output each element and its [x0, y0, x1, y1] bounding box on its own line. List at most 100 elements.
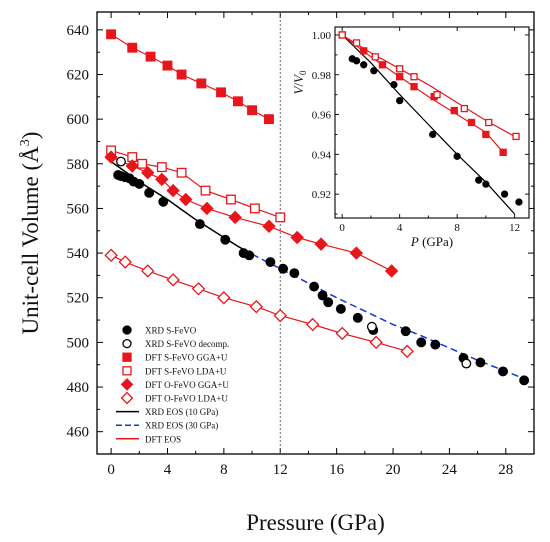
- data-point: [309, 281, 320, 292]
- data-point: [278, 263, 289, 274]
- legend-symbol: [122, 338, 132, 349]
- data-point: [196, 78, 207, 89]
- inset-data-point: [352, 57, 361, 65]
- inset-data-point: [485, 118, 493, 127]
- inset-data-point: [500, 190, 509, 198]
- legend-label: DFT EOS: [145, 434, 181, 444]
- data-point: [323, 297, 334, 308]
- inset-data-point: [512, 132, 520, 141]
- main-plot: 0 4 8 12 16 20 24 28460480500520540560580600620…: [18, 11, 535, 535]
- data-point: [116, 156, 126, 167]
- inset-data-point: [453, 152, 461, 160]
- y-tick-label: 520: [67, 291, 90, 307]
- inset-y-tick-label: 0.94: [312, 149, 332, 161]
- inset-data-point: [390, 81, 398, 89]
- data-point: [349, 246, 364, 260]
- inset-data-point: [396, 65, 404, 73]
- plot-frame: [96, 11, 535, 455]
- data-point: [106, 29, 117, 40]
- data-point: [179, 192, 193, 207]
- x-tick-label: 12: [273, 462, 288, 478]
- data-point: [162, 60, 173, 71]
- inset-data-point: [360, 47, 368, 55]
- data-point: [104, 150, 118, 164]
- data-point: [194, 219, 205, 230]
- data-point: [264, 114, 274, 125]
- inset-x-tick-label: 4: [397, 222, 403, 234]
- x-axis-title: Pressure (GPa): [246, 510, 385, 535]
- inset-data-point: [371, 53, 379, 61]
- y-tick-label: 480: [67, 380, 90, 396]
- inset-data-point: [410, 83, 418, 91]
- data-point: [289, 268, 300, 279]
- inset-data-point: [338, 31, 346, 39]
- inset-data-point: [460, 104, 468, 113]
- x-tick-label: 0: [107, 462, 115, 478]
- data-point: [233, 96, 243, 107]
- inset-data-point: [410, 73, 418, 81]
- y-tick-label: 540: [67, 246, 90, 262]
- data-point: [155, 172, 169, 187]
- x-tick-label: 16: [329, 462, 345, 478]
- inset-data-point: [475, 176, 483, 184]
- data-point: [461, 358, 472, 369]
- y-axis-title: Unit-cell Volume (Å3): [18, 132, 43, 335]
- legend-label: DFT O-FeVO GGA+U: [145, 380, 229, 390]
- inset-data-point: [433, 90, 441, 99]
- y-axis-title-main: Unit-cell Volume (: [18, 163, 43, 335]
- data-point: [220, 234, 231, 245]
- data-point: [125, 159, 139, 173]
- inset-x-tick-label: 12: [509, 222, 520, 234]
- data-point: [335, 303, 346, 314]
- data-point: [352, 312, 363, 323]
- y-axis-title-close: ): [18, 132, 43, 140]
- inset-data-point: [429, 130, 437, 139]
- x-tick-label: 28: [498, 462, 513, 478]
- x-tick-label: 8: [220, 462, 228, 478]
- y-axis-title-unit: Å: [18, 146, 43, 163]
- data-point: [369, 335, 383, 350]
- inset-y-tick-label: 1.00: [312, 30, 332, 42]
- legend-label: XRD EOS (10 GPa): [145, 407, 218, 417]
- inset-data-point: [482, 180, 490, 188]
- data-point: [228, 210, 242, 225]
- inset-y-tick-label: 0.96: [312, 110, 332, 122]
- data-point: [305, 317, 320, 332]
- x-tick-label: 4: [164, 462, 172, 478]
- data-point: [158, 196, 169, 207]
- legend-symbol: [120, 391, 134, 405]
- dft-series-line: [110, 33, 270, 120]
- data-point: [335, 326, 350, 341]
- legend-label: DFT O-FeVO LDA+U: [145, 394, 228, 404]
- data-point: [166, 273, 180, 287]
- inset-y-axis-title-v: V: [291, 85, 306, 95]
- data-point: [519, 375, 530, 386]
- inset-data-point: [467, 118, 476, 127]
- inset-y-axis-title-sub: 0: [298, 70, 308, 75]
- legend-label: XRD S-FeVO: [145, 326, 197, 336]
- inset-data-point: [378, 61, 387, 69]
- inset-x-tick-label: 8: [454, 222, 460, 234]
- data-point: [191, 282, 206, 296]
- data-point: [498, 366, 508, 377]
- legend-label: DFT S-FeVO GGA+U: [145, 353, 228, 363]
- inset-y-tick-label: 0.98: [312, 70, 332, 82]
- y-tick-label: 620: [67, 68, 90, 84]
- data-point: [416, 337, 427, 348]
- data-point: [400, 344, 414, 359]
- y-tick-label: 500: [67, 335, 90, 351]
- inset-x-axis-title-unit: (GPa): [419, 234, 453, 249]
- inset-data-point: [360, 61, 368, 69]
- inset-y-axis-title-slash: /: [291, 83, 306, 87]
- data-point: [262, 219, 276, 234]
- inset-data-point: [396, 73, 404, 81]
- y-tick-label: 460: [67, 425, 90, 441]
- data-point: [430, 339, 441, 350]
- data-point: [200, 201, 214, 216]
- inset-data-point: [396, 96, 404, 105]
- y-tick-label: 580: [67, 157, 90, 173]
- data-point: [273, 308, 287, 323]
- data-point: [400, 326, 411, 337]
- inset-data-point: [352, 39, 361, 47]
